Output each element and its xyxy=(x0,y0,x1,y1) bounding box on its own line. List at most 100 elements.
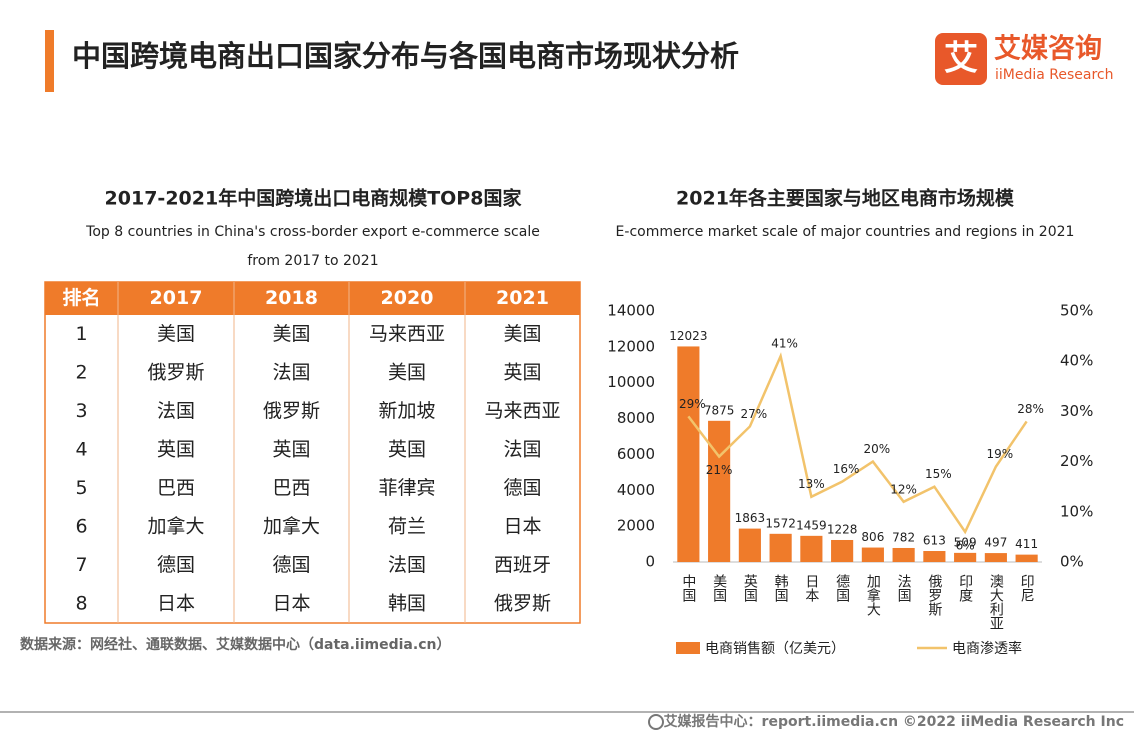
legend-label: 电商销售额（亿美元） xyxy=(705,641,845,657)
x-tick-label: 中国 xyxy=(680,574,696,602)
footer-icon xyxy=(648,714,664,730)
line-label: 15% xyxy=(925,467,952,481)
table-cell: 美国 xyxy=(157,323,195,345)
line-label: 29% xyxy=(679,397,706,411)
x-tick-label: 俄罗斯 xyxy=(926,574,942,617)
line-label: 28% xyxy=(1017,402,1044,416)
x-tick-label: 美国 xyxy=(711,574,727,602)
bar xyxy=(831,539,854,562)
bar-label: 806 xyxy=(861,530,884,544)
table-cell: 加拿大 xyxy=(147,514,204,537)
y-tick-label: 4000 xyxy=(617,481,655,499)
bar-label: 497 xyxy=(984,536,1007,550)
table-subtitle: Top 8 countries in China's cross-border … xyxy=(85,224,540,240)
footer: 艾媒报告中心：report.iimedia.cn ©2022 iiMedia R… xyxy=(664,713,1124,730)
bar xyxy=(984,553,1007,562)
table-cell: 3 xyxy=(75,400,87,422)
bar xyxy=(738,528,761,562)
column-header: 2017 xyxy=(150,287,203,309)
bar xyxy=(677,346,700,562)
y2-tick-label: 0% xyxy=(1060,553,1084,571)
line-label: 41% xyxy=(771,337,798,351)
table-cell: 日本 xyxy=(157,592,195,614)
y-tick-label: 12000 xyxy=(607,337,655,355)
bar-label: 7875 xyxy=(704,403,735,417)
table-cell: 美国 xyxy=(272,323,310,345)
table-cell: 7 xyxy=(75,554,87,576)
table-cell: 德国 xyxy=(157,554,195,576)
bar-label: 411 xyxy=(1015,537,1038,551)
table-cell: 荷兰 xyxy=(388,515,426,537)
x-tick-label: 德国 xyxy=(834,574,850,602)
x-tick-label: 加拿大 xyxy=(865,574,881,616)
y-tick-label: 8000 xyxy=(617,409,655,427)
table-header-bg xyxy=(45,282,580,315)
table-cell: 俄罗斯 xyxy=(494,592,551,614)
table-cell: 法国 xyxy=(157,400,195,422)
table-cell: 巴西 xyxy=(157,477,195,499)
bar xyxy=(1015,554,1038,562)
table-cell: 2 xyxy=(75,361,87,383)
chart-title: 2021年各主要国家与地区电商市场规模 xyxy=(676,187,1015,210)
legend-label: 电商渗透率 xyxy=(952,640,1022,657)
table-cell: 俄罗斯 xyxy=(147,361,204,383)
logo-english: iiMedia Research xyxy=(995,67,1114,83)
table-cell: 巴西 xyxy=(272,477,310,499)
table-subtitle: from 2017 to 2021 xyxy=(247,253,378,269)
y-tick-label: 6000 xyxy=(617,445,655,463)
table-cell: 西班牙 xyxy=(494,554,551,576)
line-label: 20% xyxy=(864,442,891,456)
table-cell: 法国 xyxy=(388,554,426,576)
table-cell: 马来西亚 xyxy=(369,323,445,345)
table-cell: 德国 xyxy=(272,554,310,576)
x-tick-label: 英国 xyxy=(742,573,758,602)
table-cell: 德国 xyxy=(503,477,541,499)
logo-name: 艾媒咨询 xyxy=(994,33,1102,65)
table-cell: 加拿大 xyxy=(263,514,320,537)
bar xyxy=(708,420,731,562)
bar-label: 12023 xyxy=(669,329,707,343)
column-header: 2020 xyxy=(381,287,434,309)
x-tick-label: 印尼 xyxy=(1019,574,1035,602)
table-cell: 4 xyxy=(75,438,87,460)
column-header: 2018 xyxy=(265,287,318,309)
table-cell: 5 xyxy=(75,477,87,499)
y2-tick-label: 10% xyxy=(1060,502,1093,520)
y-tick-label: 2000 xyxy=(617,517,655,535)
bar xyxy=(769,533,792,562)
table-cell: 8 xyxy=(75,592,87,614)
bar xyxy=(954,552,977,562)
bar xyxy=(861,547,884,562)
chart: 0 2000 4000 6000 8000 10000 12000 14000 0% 10% 20%… xyxy=(607,302,1093,658)
bar xyxy=(892,547,915,562)
logo-icon xyxy=(935,33,987,85)
bar-label: 1863 xyxy=(735,511,766,525)
bar-label: 1228 xyxy=(827,522,858,536)
table-cell: 美国 xyxy=(503,323,541,345)
table-cell: 菲律宾 xyxy=(378,477,435,499)
table-cell: 俄罗斯 xyxy=(263,400,320,422)
line-label: 27% xyxy=(741,407,768,421)
title-bar xyxy=(45,30,54,92)
x-tick-label: 韩国 xyxy=(773,574,789,602)
y2-tick-label: 20% xyxy=(1060,452,1093,470)
column-header: 排名 xyxy=(62,286,100,309)
table-cell: 英国 xyxy=(503,361,541,383)
bar-label: 782 xyxy=(892,530,915,544)
y2-tick-label: 30% xyxy=(1060,402,1093,420)
x-tick-label: 印度 xyxy=(957,574,973,602)
y-tick-label: 0 xyxy=(645,553,655,571)
line-label: 6% xyxy=(956,538,975,552)
bar xyxy=(800,535,823,562)
table-cell: 美国 xyxy=(388,361,426,383)
table-cell: 马来西亚 xyxy=(484,400,560,422)
line-label: 16% xyxy=(833,462,860,476)
table-cell: 日本 xyxy=(503,515,541,537)
bar-label: 509 xyxy=(954,535,977,549)
table-cell: 新加坡 xyxy=(378,400,435,422)
source: 数据来源：网经社、通联数据、艾媒数据中心（data.iimedia.cn） xyxy=(20,636,450,653)
line-label: 12% xyxy=(890,482,917,496)
y-tick-label: 14000 xyxy=(607,302,655,320)
